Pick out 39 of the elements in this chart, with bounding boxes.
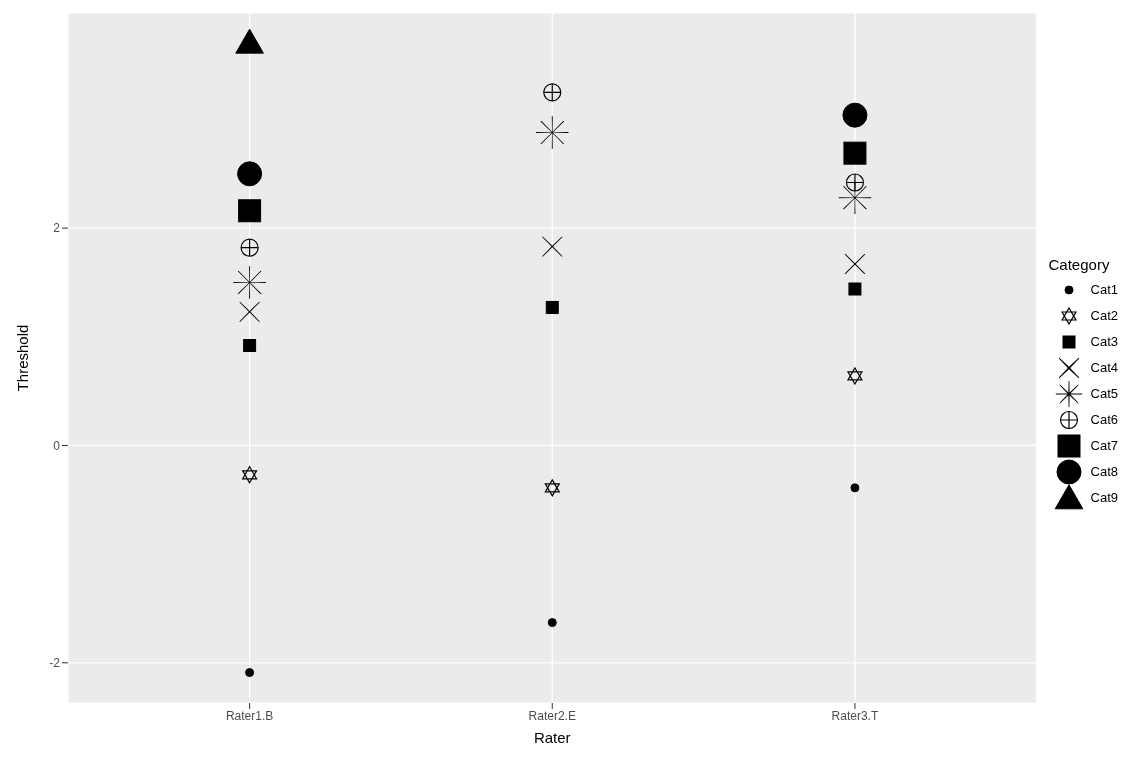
legend-label: Cat5 bbox=[1090, 386, 1118, 401]
y-tick-label: 2 bbox=[53, 221, 61, 236]
x-tick-label: Rater2.E bbox=[528, 708, 576, 723]
legend-label: Cat7 bbox=[1090, 438, 1118, 453]
point bbox=[545, 300, 559, 314]
legend-label: Cat4 bbox=[1090, 360, 1118, 375]
x-tick-label: Rater3.T bbox=[831, 708, 879, 723]
point bbox=[542, 236, 563, 257]
point bbox=[842, 102, 868, 128]
x-axis-title: Rater bbox=[533, 729, 571, 746]
legend-label: Cat9 bbox=[1090, 490, 1118, 505]
point bbox=[238, 199, 262, 223]
point bbox=[850, 483, 860, 493]
legend-label: Cat8 bbox=[1090, 464, 1118, 479]
y-tick-label: 0 bbox=[53, 438, 61, 453]
legend-label: Cat3 bbox=[1090, 334, 1118, 349]
y-tick-label: -2 bbox=[49, 656, 61, 671]
y-axis-title: Threshold bbox=[14, 324, 32, 392]
legend-title: Category bbox=[1048, 255, 1111, 273]
point bbox=[847, 367, 863, 385]
point bbox=[233, 266, 266, 299]
point bbox=[237, 161, 263, 187]
point bbox=[235, 28, 264, 54]
point bbox=[239, 301, 260, 323]
x-tick-label: Rater1.B bbox=[225, 708, 274, 723]
point bbox=[547, 618, 557, 628]
point bbox=[240, 238, 259, 257]
legend-label: Cat6 bbox=[1090, 412, 1118, 427]
point bbox=[845, 173, 865, 192]
point bbox=[243, 339, 257, 352]
legend-label: Cat1 bbox=[1090, 282, 1118, 297]
point bbox=[536, 116, 569, 149]
point bbox=[843, 141, 867, 165]
point bbox=[544, 479, 560, 497]
point bbox=[543, 83, 562, 102]
point bbox=[245, 668, 255, 678]
point bbox=[848, 282, 862, 296]
legend-label: Cat2 bbox=[1090, 308, 1118, 323]
point bbox=[242, 466, 258, 484]
